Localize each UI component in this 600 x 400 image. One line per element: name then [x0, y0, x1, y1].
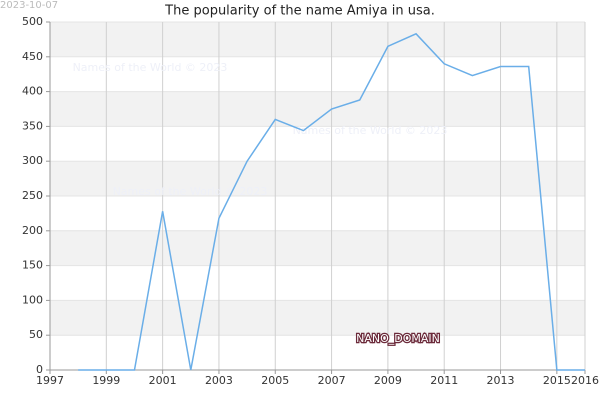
- x-tick-label: 2003: [205, 374, 233, 387]
- y-tick-label: 200: [22, 224, 43, 237]
- y-tick-label: 150: [22, 259, 43, 272]
- x-tick-label: 2007: [318, 374, 346, 387]
- x-tick-label: 1997: [36, 374, 64, 387]
- x-tick-label: 2015: [543, 374, 571, 387]
- chart-title: The popularity of the name Amiya in usa.: [164, 4, 435, 19]
- x-tick-label: 2016: [571, 374, 599, 387]
- watermark: Names of the World © 2023: [73, 61, 228, 74]
- watermark: Names of the World © 2023: [113, 185, 268, 198]
- y-tick-label: 100: [22, 293, 43, 306]
- y-tick-label: 300: [22, 154, 43, 167]
- y-tick-label: 450: [22, 50, 43, 63]
- grid-band: [50, 22, 585, 57]
- line: [78, 32, 585, 371]
- x-tick-label: 2013: [487, 374, 515, 387]
- grid-band: [50, 91, 585, 127]
- y-tick-label: 500: [22, 15, 43, 28]
- y-tick-label: 50: [29, 328, 43, 341]
- date-stamp: 2023-10-07: [0, 0, 58, 11]
- x-tick-label: 2009: [374, 374, 402, 387]
- y-tick-label: 400: [22, 85, 43, 98]
- x-tick-label: 2001: [149, 374, 177, 387]
- y-tick-label: 0: [36, 363, 43, 376]
- grid-band: [50, 161, 585, 196]
- x-tick-label: 1999: [92, 374, 120, 387]
- watermark: Names of the World © 2023: [293, 124, 448, 137]
- y-tick-label: 250: [22, 189, 43, 202]
- grid-band: [50, 300, 585, 336]
- x-tick-label: 2011: [430, 374, 458, 387]
- label: NANO_DOMAIN: [356, 332, 440, 345]
- grid-band: [50, 230, 585, 266]
- x-tick-label: 2005: [261, 374, 289, 387]
- y-tick-label: 350: [22, 119, 43, 132]
